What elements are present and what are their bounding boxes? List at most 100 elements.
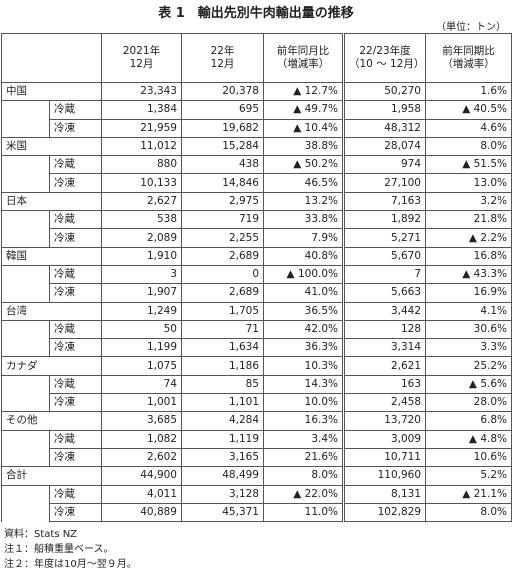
cell: 28.0%: [425, 393, 512, 413]
cell: 1,910: [101, 246, 182, 266]
cell: 1,082: [101, 429, 182, 449]
table: 2021年 12月 22年 12月 前年同月比 （増減率） 22/23年度 （10 ～…: [1, 33, 512, 523]
title: 表 1 輸出先別牛肉輸出量の推移: [158, 6, 354, 21]
group-row: 米国 11,012 15,284 38.8% 28,074 8.0%: [1, 136, 512, 157]
cell: 16.8%: [425, 246, 512, 266]
group-row: 韓国 1,910 2,689 40.8% 5,670 16.8%: [1, 246, 512, 266]
cell: 20,378: [181, 81, 264, 102]
sub-row: 冷蔵 3 0 ▲ 100.0% 7 ▲ 43.3%: [1, 264, 512, 285]
group-row: その他 3,685 4,284 16.3% 13,720 6.8%: [1, 411, 512, 431]
cell: ▲ 50.2%: [263, 155, 345, 175]
cell: 3,165: [181, 447, 264, 468]
cell: 45,371: [181, 502, 264, 523]
indent: [1, 320, 50, 339]
cell: 128: [343, 319, 426, 340]
cell: 25.2%: [425, 356, 512, 376]
cell: 3,314: [343, 338, 426, 358]
cell: 1,075: [101, 356, 182, 376]
cell: 21.8%: [425, 210, 512, 230]
cell: 27,100: [343, 173, 426, 193]
cell: 28,074: [343, 136, 426, 157]
indent: [1, 393, 50, 412]
cell: 48,312: [343, 118, 426, 138]
group-label: 合計: [1, 466, 102, 486]
group-row: 中国 23,343 20,378 ▲ 12.7% 50,270 1.6%: [1, 81, 512, 102]
sub-label: 冷凍: [49, 228, 102, 248]
cell: 4.1%: [425, 301, 512, 321]
cell: 85: [181, 374, 264, 395]
group-label: 韓国: [1, 246, 102, 266]
cell: 1,892: [343, 210, 426, 230]
sub-label: 冷蔵: [49, 155, 102, 175]
cell: 3,442: [343, 301, 426, 321]
group-row: 台湾 1,249 1,705 36.5% 3,442 4.1%: [1, 301, 512, 321]
cell: 1,958: [343, 100, 426, 120]
cell: 2,602: [101, 447, 182, 468]
sub-row: 冷凍 21,959 19,682 ▲ 10.4% 48,312 4.6%: [1, 118, 512, 138]
notes: 資料：Stats NZ 注１：船積重量ベース。 注２：年度は10月～翌９月。: [4, 527, 137, 572]
note: 注１：船積重量ベース。: [4, 544, 114, 555]
cell: ▲ 43.3%: [425, 264, 512, 285]
group-label: 日本: [1, 191, 102, 212]
sub-row: 冷蔵 538 719 33.8% 1,892 21.8%: [1, 210, 512, 230]
cell: 40.8%: [263, 246, 345, 266]
cell: 21,959: [101, 118, 182, 138]
cell: 8.0%: [263, 466, 345, 486]
sub-label: 冷蔵: [49, 374, 102, 395]
cell: 5,271: [343, 228, 426, 248]
indent: [1, 100, 50, 120]
cell: 1,384: [101, 100, 182, 120]
sub-row: 冷凍 1,907 2,689 41.0% 5,663 16.9%: [1, 283, 512, 303]
cell: 5,670: [343, 246, 426, 266]
cell: 14,846: [181, 173, 264, 193]
sub-label: 冷蔵: [49, 100, 102, 120]
cell: 36.5%: [263, 301, 345, 321]
cell: 2,689: [181, 283, 264, 303]
cell: 4,011: [101, 484, 182, 504]
indent: [1, 155, 50, 174]
cell: 42.0%: [263, 319, 345, 340]
cell: 74: [101, 374, 182, 395]
sub-label: 冷蔵: [49, 210, 102, 230]
sub-row: 冷凍 2,602 3,165 21.6% 10,711 10.6%: [1, 447, 512, 468]
cell: 41.0%: [263, 283, 345, 303]
cell: 2,621: [343, 356, 426, 376]
cell: 15,284: [181, 136, 264, 157]
cell: 2,458: [343, 393, 426, 413]
cell: 1,186: [181, 356, 264, 376]
sub-row: 冷蔵 74 85 14.3% 163 ▲ 5.6%: [1, 374, 512, 395]
cell: 8.0%: [425, 136, 512, 157]
indent: [1, 448, 50, 467]
cell: 8,131: [343, 484, 426, 504]
cell: 36.3%: [263, 338, 345, 358]
group-row: 合計 44,900 48,499 8.0% 110,960 5.2%: [1, 466, 512, 486]
indent: [1, 375, 50, 394]
cell: 11,012: [101, 136, 182, 157]
indent: [1, 338, 50, 357]
cell: 1,101: [181, 393, 264, 413]
indent: [1, 173, 50, 193]
cell: 46.5%: [263, 173, 345, 193]
sub-label: 冷凍: [49, 393, 102, 413]
cell: 695: [181, 100, 264, 120]
sub-row: 冷凍 2,089 2,255 7.9% 5,271 ▲ 2.2%: [1, 228, 512, 248]
indent: [1, 485, 50, 504]
sub-row: 冷凍 10,133 14,846 46.5% 27,100 13.0%: [1, 173, 512, 193]
cell: 7,163: [343, 191, 426, 212]
cell: 1,199: [101, 338, 182, 358]
cell: 10.3%: [263, 356, 345, 376]
sub-label: 冷蔵: [49, 319, 102, 340]
cell: ▲ 2.2%: [425, 228, 512, 248]
cell: 4.6%: [425, 118, 512, 138]
cell: 10,711: [343, 447, 426, 468]
cell: 1,001: [101, 393, 182, 413]
group-label: その他: [1, 411, 102, 431]
column-header: 22年 12月: [181, 33, 264, 83]
cell: 7: [343, 264, 426, 285]
cell: 40,889: [101, 502, 182, 523]
unit: （単位：トン）: [436, 22, 506, 33]
cell: 1.6%: [425, 81, 512, 102]
cell: 10.0%: [263, 393, 345, 413]
cell: ▲ 22.0%: [263, 484, 345, 504]
